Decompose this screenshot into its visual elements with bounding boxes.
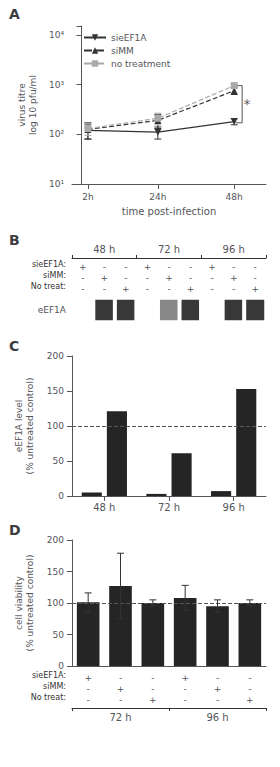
svg-text:+: + — [84, 673, 92, 683]
svg-text:72 h: 72 h — [158, 502, 180, 513]
svg-text:+: + — [101, 273, 109, 283]
svg-text:-: - — [124, 273, 127, 283]
svg-text:-: - — [103, 262, 106, 272]
svg-text:+: + — [214, 684, 222, 694]
svg-text:-: - — [167, 284, 170, 294]
svg-text:D: D — [9, 522, 21, 538]
svg-text:-: - — [119, 695, 122, 705]
svg-text:-: - — [210, 273, 213, 283]
svg-text:200: 200 — [47, 351, 64, 361]
svg-text:-: - — [184, 684, 187, 694]
svg-text:-: - — [151, 684, 154, 694]
svg-text:2h: 2h — [82, 192, 93, 202]
svg-text:96 h: 96 h — [223, 244, 245, 255]
svg-text:-: - — [232, 284, 235, 294]
svg-text:100: 100 — [47, 421, 64, 431]
svg-text:-: - — [119, 673, 122, 683]
svg-text:+: + — [79, 262, 87, 272]
svg-text:72 h: 72 h — [109, 712, 131, 723]
svg-text:-: - — [103, 284, 106, 294]
svg-text:72 h: 72 h — [158, 244, 180, 255]
svg-text:sieEF1A:: sieEF1A: — [32, 260, 66, 269]
svg-text:+: + — [165, 273, 173, 283]
svg-text:-: - — [189, 262, 192, 272]
svg-text:+: + — [181, 673, 189, 683]
svg-text:(% untreated control): (% untreated control) — [25, 555, 35, 652]
svg-text:-: - — [216, 673, 219, 683]
svg-text:virus titre: virus titre — [17, 83, 27, 127]
svg-text:-: - — [81, 284, 84, 294]
svg-text:50: 50 — [53, 630, 65, 640]
svg-text:no treatment: no treatment — [111, 59, 171, 69]
svg-text:200: 200 — [47, 535, 64, 545]
svg-text:10⁴: 10⁴ — [49, 30, 64, 40]
svg-text:-: - — [146, 273, 149, 283]
svg-text:eEF1A level: eEF1A level — [14, 400, 24, 453]
svg-text:-: - — [151, 673, 154, 683]
svg-text:0: 0 — [58, 491, 64, 501]
svg-text:10³: 10³ — [49, 80, 64, 90]
svg-text:-: - — [146, 284, 149, 294]
svg-text:A: A — [9, 6, 20, 22]
svg-text:C: C — [9, 338, 19, 354]
svg-text:sieEF1A:: sieEF1A: — [32, 671, 66, 680]
svg-text:-: - — [248, 673, 251, 683]
svg-text:48 h: 48 h — [93, 502, 115, 513]
svg-text:50: 50 — [53, 456, 65, 466]
svg-text:-: - — [87, 695, 90, 705]
svg-text:150: 150 — [47, 567, 64, 577]
svg-text:-: - — [210, 284, 213, 294]
svg-text:-: - — [81, 273, 84, 283]
svg-text:+: + — [230, 273, 238, 283]
svg-text:-: - — [232, 262, 235, 272]
svg-text:eEF1A: eEF1A — [38, 305, 67, 315]
svg-text:+: + — [122, 284, 130, 294]
svg-text:-: - — [167, 262, 170, 272]
svg-text:sieEF1A: sieEF1A — [111, 33, 147, 43]
svg-text:-: - — [184, 695, 187, 705]
svg-text:(% untreated control): (% untreated control) — [25, 378, 35, 475]
svg-text:48 h: 48 h — [93, 244, 115, 255]
svg-text:*: * — [243, 96, 250, 112]
svg-text:+: + — [251, 284, 259, 294]
svg-text:48h: 48h — [226, 192, 243, 202]
svg-text:+: + — [144, 262, 152, 272]
svg-text:96 h: 96 h — [223, 502, 245, 513]
svg-text:+: + — [246, 695, 254, 705]
svg-text:time post-infection: time post-infection — [122, 206, 216, 217]
svg-text:-: - — [87, 684, 90, 694]
svg-text:No treat:: No treat: — [31, 693, 66, 702]
svg-text:10²: 10² — [49, 129, 64, 139]
svg-text:log 10 pfu/ml: log 10 pfu/ml — [28, 75, 38, 135]
svg-text:-: - — [254, 262, 257, 272]
svg-text:96 h: 96 h — [206, 712, 228, 723]
svg-text:+: + — [117, 684, 125, 694]
svg-text:0: 0 — [58, 661, 64, 671]
svg-text:No treat:: No treat: — [31, 282, 66, 291]
svg-text:+: + — [149, 695, 157, 705]
svg-text:-: - — [124, 262, 127, 272]
svg-text:B: B — [9, 232, 20, 248]
svg-text:150: 150 — [47, 386, 64, 396]
svg-text:siMM:: siMM: — [43, 271, 66, 280]
svg-text:-: - — [248, 684, 251, 694]
svg-text:+: + — [187, 284, 195, 294]
svg-text:-: - — [216, 695, 219, 705]
svg-text:24h: 24h — [149, 192, 166, 202]
svg-text:-: - — [254, 273, 257, 283]
svg-text:siMM: siMM — [111, 46, 134, 56]
svg-text:100: 100 — [47, 598, 64, 608]
svg-text:siMM:: siMM: — [43, 682, 66, 691]
svg-text:cell viability: cell viability — [14, 575, 24, 629]
svg-text:-: - — [189, 273, 192, 283]
svg-text:10¹: 10¹ — [49, 179, 64, 189]
svg-text:+: + — [208, 262, 216, 272]
